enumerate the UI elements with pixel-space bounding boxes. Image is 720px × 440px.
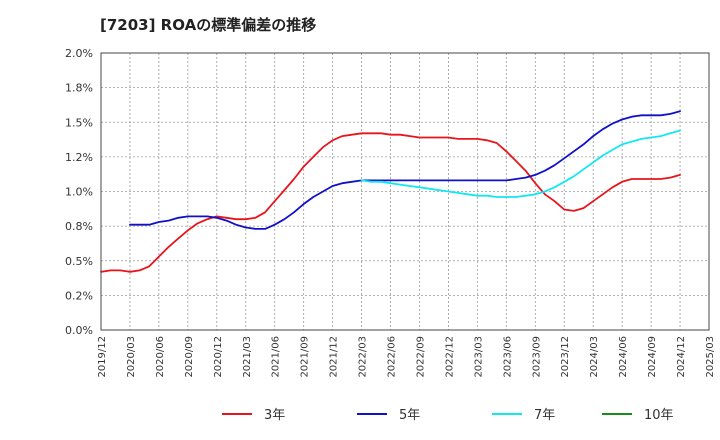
y-tick-label: 0.0% [65,324,93,337]
x-tick-label: 2021/03 [242,336,253,378]
x-tick-label: 2022/06 [387,336,398,378]
x-tick-label: 2022/09 [415,336,426,378]
x-tick-label: 2025/03 [705,336,716,378]
x-tick-label: 2020/03 [126,336,137,378]
y-tick-label: 1.2% [65,151,93,164]
series-line-5年 [129,110,681,230]
x-tick-label: 2024/09 [647,336,658,378]
y-axis-ticks: 0.0% 0.2% 0.5% 0.8% 1.0% 1.2% 1.5% 1.8% 2.0% [65,47,93,337]
series-layer [100,110,681,273]
x-tick-label: 2023/09 [531,336,542,378]
plot-frame [100,52,710,331]
x-axis-ticks: 2019/12 2020/03 2020/06 2020/09 2020/12 2021/… [97,336,716,378]
y-tick-label: 2.0% [65,47,93,60]
x-tick-label: 2024/12 [676,336,687,378]
x-tick-label: 2023/12 [560,336,571,378]
x-tick-label: 2023/06 [502,336,513,378]
x-tick-label: 2020/12 [213,336,224,378]
legend-label: 7年 [534,408,555,423]
x-tick-label: 2024/06 [618,336,629,378]
x-tick-label: 2022/03 [358,336,369,378]
x-tick-label: 2020/06 [155,336,166,378]
x-tick-label: 2022/12 [444,336,455,378]
x-tick-label: 2023/03 [473,336,484,378]
legend-item-3年: 3年 [222,408,285,423]
y-tick-label: 1.0% [65,186,93,199]
x-tick-label: 2019/12 [97,336,108,378]
x-tick-label: 2024/03 [589,336,600,378]
y-tick-label: 1.5% [65,116,93,129]
legend-item-5年: 5年 [357,408,420,423]
legend: 3年 5年 7年 10年 [222,408,674,423]
x-tick-label: 2021/06 [271,336,282,378]
legend-label: 10年 [644,408,674,423]
series-line-7年 [360,129,681,198]
y-tick-label: 0.5% [65,255,93,268]
x-tick-label: 2021/09 [300,336,311,378]
legend-item-10年: 10年 [602,408,674,423]
y-tick-label: 0.8% [65,220,93,233]
legend-item-7年: 7年 [492,408,555,423]
chart-title: [7203] ROAの標準偏差の推移 [100,16,317,34]
grid-lines [101,53,709,330]
legend-label: 3年 [264,408,285,423]
y-tick-label: 1.8% [65,82,93,95]
x-tick-label: 2021/12 [329,336,340,378]
x-tick-label: 2020/09 [184,336,195,378]
legend-label: 5年 [399,408,420,423]
y-tick-label: 0.2% [65,289,93,302]
series-line-3年 [100,132,681,273]
